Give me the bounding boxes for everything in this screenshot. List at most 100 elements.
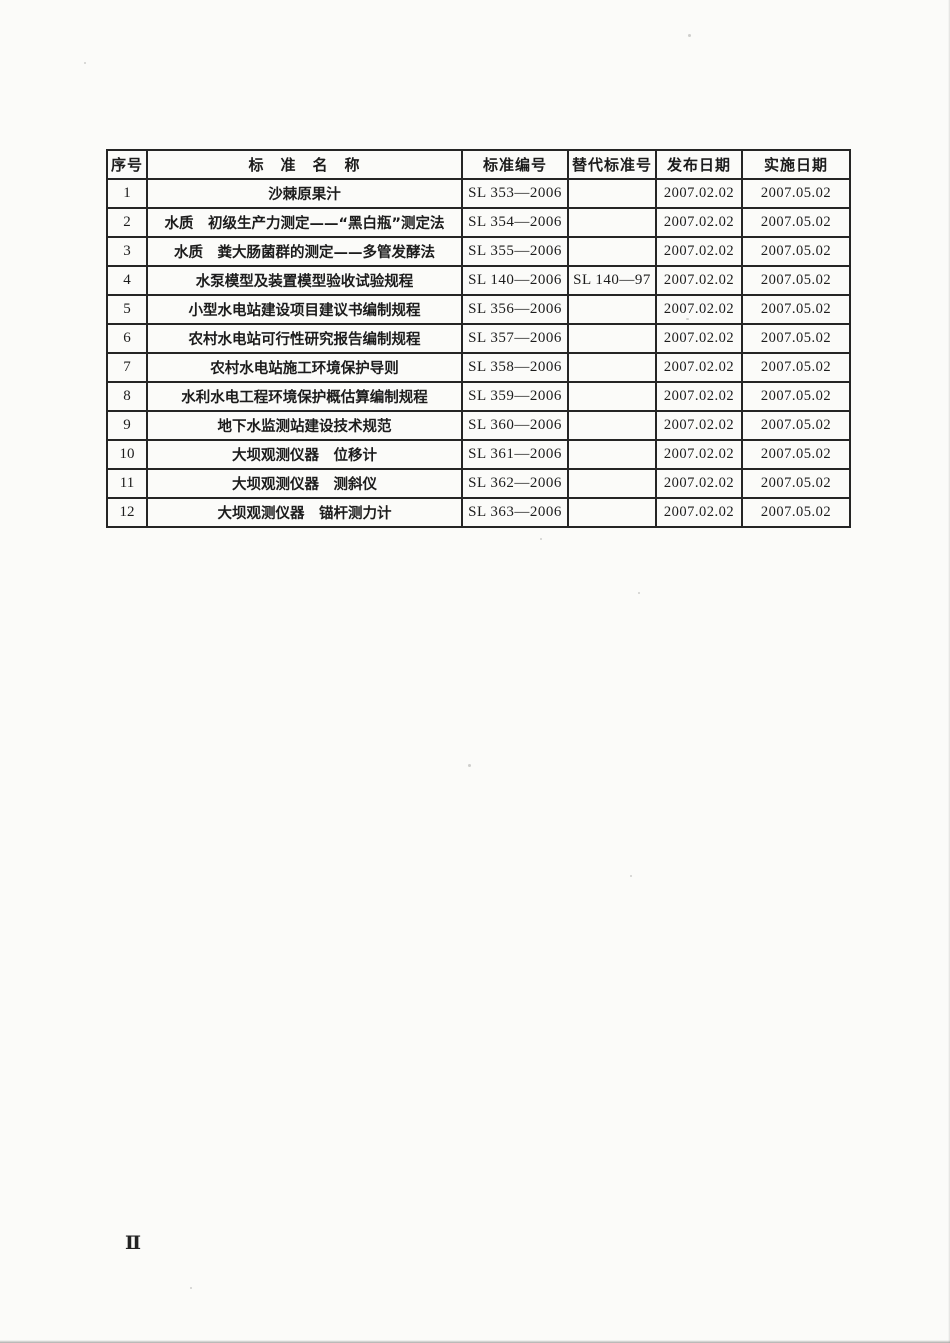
header-index: 序号 (106, 149, 148, 180)
cell-code: SL 363—2006 (461, 497, 569, 528)
cell-name: 大坝观测仪器 测斜仪 (146, 468, 463, 499)
cell-superseded (567, 410, 657, 441)
table-row: 9 地下水监测站建设技术规范 SL 360—2006 2007.02.02 2007.0… (106, 410, 851, 441)
scan-speck (468, 764, 471, 767)
header-superseded: 替代标准号 (567, 149, 657, 180)
cell-index: 4 (106, 265, 148, 296)
standards-table-body: 1 沙棘原果汁 SL 353—2006 2007.02.02 2007.05.02 2 水质… (106, 178, 851, 528)
cell-issued: 2007.02.02 (655, 468, 743, 499)
cell-name: 水泵模型及装置模型验收试验规程 (146, 265, 463, 296)
cell-superseded (567, 381, 657, 412)
cell-effective: 2007.05.02 (741, 497, 851, 528)
standards-table: 序号 标 准 名 称 标准编号 替代标准号 发布日期 实施日期 1 沙棘原果汁 SL… (106, 149, 851, 528)
cell-index: 8 (106, 381, 148, 412)
cell-effective: 2007.05.02 (741, 410, 851, 441)
cell-code: SL 362—2006 (461, 468, 569, 499)
cell-code: SL 354—2006 (461, 207, 569, 238)
cell-code: SL 356—2006 (461, 294, 569, 325)
cell-index: 6 (106, 323, 148, 354)
cell-index: 5 (106, 294, 148, 325)
cell-issued: 2007.02.02 (655, 381, 743, 412)
header-code: 标准编号 (461, 149, 569, 180)
cell-issued: 2007.02.02 (655, 497, 743, 528)
cell-issued: 2007.02.02 (655, 323, 743, 354)
cell-index: 10 (106, 439, 148, 470)
cell-name: 农村水电站施工环境保护导则 (146, 352, 463, 383)
cell-name: 水质 初级生产力测定——“黑白瓶”测定法 (146, 207, 463, 238)
header-effective: 实施日期 (741, 149, 851, 180)
cell-code: SL 358—2006 (461, 352, 569, 383)
scan-speck (630, 875, 632, 877)
cell-issued: 2007.02.02 (655, 439, 743, 470)
cell-effective: 2007.05.02 (741, 207, 851, 238)
cell-code: SL 140—2006 (461, 265, 569, 296)
cell-superseded (567, 178, 657, 209)
cell-code: SL 355—2006 (461, 236, 569, 267)
table-row: 3 水质 粪大肠菌群的测定——多管发酵法 SL 355—2006 2007.02.02… (106, 236, 851, 267)
cell-issued: 2007.02.02 (655, 265, 743, 296)
scan-edge-bottom (0, 1340, 950, 1343)
cell-issued: 2007.02.02 (655, 410, 743, 441)
table-row: 5 小型水电站建设项目建议书编制规程 SL 356—2006 2007.02.02 20… (106, 294, 851, 325)
page-number: Ⅱ (125, 1233, 142, 1254)
cell-effective: 2007.05.02 (741, 265, 851, 296)
scan-speck (638, 592, 640, 594)
table-row: 2 水质 初级生产力测定——“黑白瓶”测定法 SL 354—2006 2007.02.… (106, 207, 851, 238)
cell-effective: 2007.05.02 (741, 294, 851, 325)
cell-code: SL 353—2006 (461, 178, 569, 209)
cell-superseded (567, 323, 657, 354)
table-row: 7 农村水电站施工环境保护导则 SL 358—2006 2007.02.02 2007.… (106, 352, 851, 383)
cell-index: 2 (106, 207, 148, 238)
header-name: 标 准 名 称 (146, 149, 463, 180)
cell-index: 11 (106, 468, 148, 499)
cell-superseded (567, 294, 657, 325)
cell-name: 大坝观测仪器 位移计 (146, 439, 463, 470)
cell-effective: 2007.05.02 (741, 323, 851, 354)
cell-name: 水质 粪大肠菌群的测定——多管发酵法 (146, 236, 463, 267)
cell-superseded (567, 439, 657, 470)
cell-issued: 2007.02.02 (655, 178, 743, 209)
cell-name: 农村水电站可行性研究报告编制规程 (146, 323, 463, 354)
scan-speck (540, 538, 542, 540)
cell-index: 3 (106, 236, 148, 267)
cell-name: 沙棘原果汁 (146, 178, 463, 209)
cell-effective: 2007.05.02 (741, 352, 851, 383)
cell-index: 9 (106, 410, 148, 441)
table-row: 11 大坝观测仪器 测斜仪 SL 362—2006 2007.02.02 2007.05… (106, 468, 851, 499)
scan-speck (84, 62, 86, 64)
cell-superseded: SL 140—97 (567, 265, 657, 296)
cell-code: SL 361—2006 (461, 439, 569, 470)
scan-speck (686, 318, 689, 320)
cell-index: 7 (106, 352, 148, 383)
cell-index: 1 (106, 178, 148, 209)
cell-name: 大坝观测仪器 锚杆测力计 (146, 497, 463, 528)
table-row: 8 水利水电工程环境保护概估算编制规程 SL 359—2006 2007.02.02 2… (106, 381, 851, 412)
cell-issued: 2007.02.02 (655, 207, 743, 238)
cell-code: SL 357—2006 (461, 323, 569, 354)
cell-effective: 2007.05.02 (741, 381, 851, 412)
cell-superseded (567, 468, 657, 499)
table-row: 6 农村水电站可行性研究报告编制规程 SL 357—2006 2007.02.02 20… (106, 323, 851, 354)
scan-speck (190, 1287, 192, 1289)
scan-speck (688, 34, 691, 37)
cell-effective: 2007.05.02 (741, 236, 851, 267)
header-issued: 发布日期 (655, 149, 743, 180)
cell-name: 地下水监测站建设技术规范 (146, 410, 463, 441)
scan-edge-right (948, 0, 950, 1343)
cell-name: 小型水电站建设项目建议书编制规程 (146, 294, 463, 325)
table-row: 1 沙棘原果汁 SL 353—2006 2007.02.02 2007.05.02 (106, 178, 851, 209)
table-row: 12 大坝观测仪器 锚杆测力计 SL 363—2006 2007.02.02 2007.… (106, 497, 851, 528)
cell-effective: 2007.05.02 (741, 439, 851, 470)
cell-code: SL 360—2006 (461, 410, 569, 441)
cell-effective: 2007.05.02 (741, 178, 851, 209)
cell-effective: 2007.05.02 (741, 468, 851, 499)
table-row: 4 水泵模型及装置模型验收试验规程 SL 140—2006 SL 140—97 2007… (106, 265, 851, 296)
cell-superseded (567, 236, 657, 267)
cell-issued: 2007.02.02 (655, 236, 743, 267)
cell-superseded (567, 497, 657, 528)
cell-superseded (567, 207, 657, 238)
cell-name: 水利水电工程环境保护概估算编制规程 (146, 381, 463, 412)
table-row: 10 大坝观测仪器 位移计 SL 361—2006 2007.02.02 2007.05… (106, 439, 851, 470)
cell-issued: 2007.02.02 (655, 352, 743, 383)
standards-table-header: 序号 标 准 名 称 标准编号 替代标准号 发布日期 实施日期 (106, 149, 851, 180)
